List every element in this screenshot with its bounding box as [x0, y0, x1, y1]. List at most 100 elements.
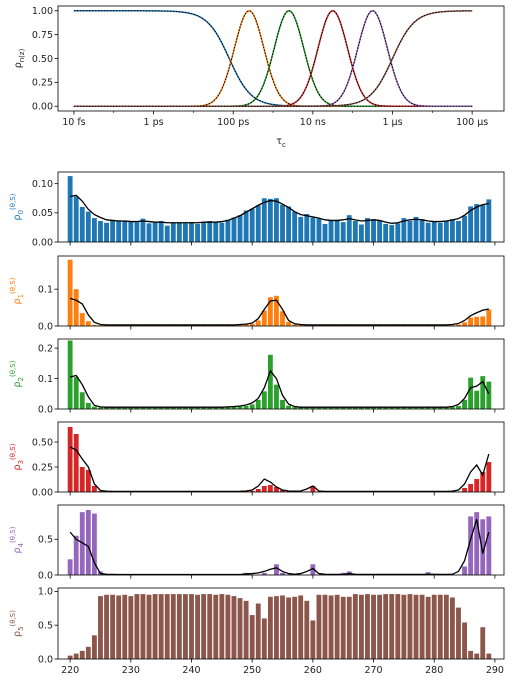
bar: [371, 219, 376, 242]
bar: [316, 594, 322, 659]
panel-y-axis-label: ρ0(θ,S): [9, 193, 25, 220]
bar: [122, 594, 128, 659]
bar: [298, 216, 304, 242]
bar: [255, 399, 261, 409]
bar: [67, 559, 73, 575]
bar: [340, 407, 346, 409]
bar: [98, 221, 103, 242]
bar: [328, 595, 334, 659]
bar: [462, 622, 467, 659]
bar: [243, 210, 249, 242]
bar: [431, 594, 437, 659]
series-overlay-5: [73, 10, 473, 107]
bar: [443, 594, 449, 659]
bar: [201, 222, 207, 242]
bar: [249, 615, 255, 659]
bar: [346, 215, 352, 242]
bar: [189, 222, 194, 242]
bar: [67, 176, 73, 242]
bar: [195, 407, 200, 409]
bar: [140, 218, 146, 242]
panel-frame: [57, 338, 505, 410]
bar: [243, 324, 249, 326]
y-tick-label: 0.0: [38, 654, 53, 665]
bar: [352, 407, 358, 409]
bar: [79, 650, 85, 659]
y-tick-label: 0.00: [32, 102, 53, 113]
bar: [298, 324, 304, 326]
bar: [431, 221, 437, 242]
bar: [334, 594, 340, 659]
bar: [237, 324, 243, 326]
bar: [134, 407, 140, 409]
bar: [474, 653, 480, 659]
bar: [146, 223, 152, 242]
bar: [140, 407, 146, 409]
panel-y-axis-label: ρ2(θ,S): [9, 360, 25, 387]
bar: [274, 564, 279, 575]
bar: [73, 196, 79, 242]
panel-y-axis-label: ρ4(θ,S): [9, 526, 25, 553]
y-tick-label: 1.0: [38, 587, 53, 598]
bar: [395, 223, 401, 242]
series-line-5: [73, 10, 473, 107]
bar: [164, 225, 170, 242]
bar: [468, 317, 474, 326]
bar: [310, 486, 316, 492]
bar: [468, 484, 474, 492]
bar: [128, 407, 134, 409]
bar: [91, 635, 97, 659]
bar: [292, 324, 298, 326]
y-tick-label: 0.25: [32, 462, 53, 473]
bar: [237, 598, 243, 659]
bar: [468, 377, 474, 409]
bar: [104, 222, 109, 242]
bar: [183, 223, 188, 242]
bar: [286, 206, 292, 242]
bar: [195, 223, 200, 242]
bar: [365, 407, 370, 409]
bar: [286, 597, 292, 659]
bar: [274, 487, 279, 492]
bar: [468, 650, 474, 659]
bar: [425, 222, 431, 242]
bar: [140, 594, 146, 659]
bar: [358, 224, 364, 242]
bar: [462, 488, 467, 492]
panel-frame: [57, 587, 505, 660]
bar: [249, 404, 255, 409]
bar: [91, 486, 97, 492]
bar: [274, 596, 279, 659]
bar: [170, 222, 176, 242]
bar: [104, 407, 109, 409]
bar: [73, 653, 79, 659]
bar: [486, 199, 492, 242]
top-line-plot: 0.00 0.25 0.50 0.75 1.00 10 fs 1 ps 100 ps 10 ns…: [13, 5, 505, 149]
bar: [486, 462, 492, 492]
bar: [146, 407, 152, 409]
y-tick-label: 0.1: [38, 284, 53, 295]
bar: [340, 596, 346, 659]
bar: [73, 289, 79, 326]
bar: [322, 594, 328, 659]
bar: [170, 407, 176, 409]
bar: [480, 627, 486, 659]
bar: [122, 221, 128, 242]
x-tick-label: 220: [61, 665, 79, 676]
bar: [231, 596, 237, 659]
bar: [183, 407, 188, 409]
bar: [201, 407, 207, 409]
bar: [322, 223, 328, 242]
bar: [134, 594, 140, 659]
bar: [128, 221, 134, 242]
bar: [486, 516, 492, 575]
bar: [371, 407, 376, 409]
panel-y-axis-label: ρ5(θ,S): [9, 610, 25, 637]
bar: [201, 594, 207, 659]
bar-panel-5: 0.0 0.5 1.0 220 230 240 250 260 270 280 290 ρ5(θ,S): [9, 587, 505, 676]
y-tick-label: 0.25: [32, 78, 53, 89]
y-tick-label: 0.5: [38, 535, 53, 546]
x-tick-label: 100 ps: [217, 117, 249, 128]
bar: [443, 407, 449, 409]
